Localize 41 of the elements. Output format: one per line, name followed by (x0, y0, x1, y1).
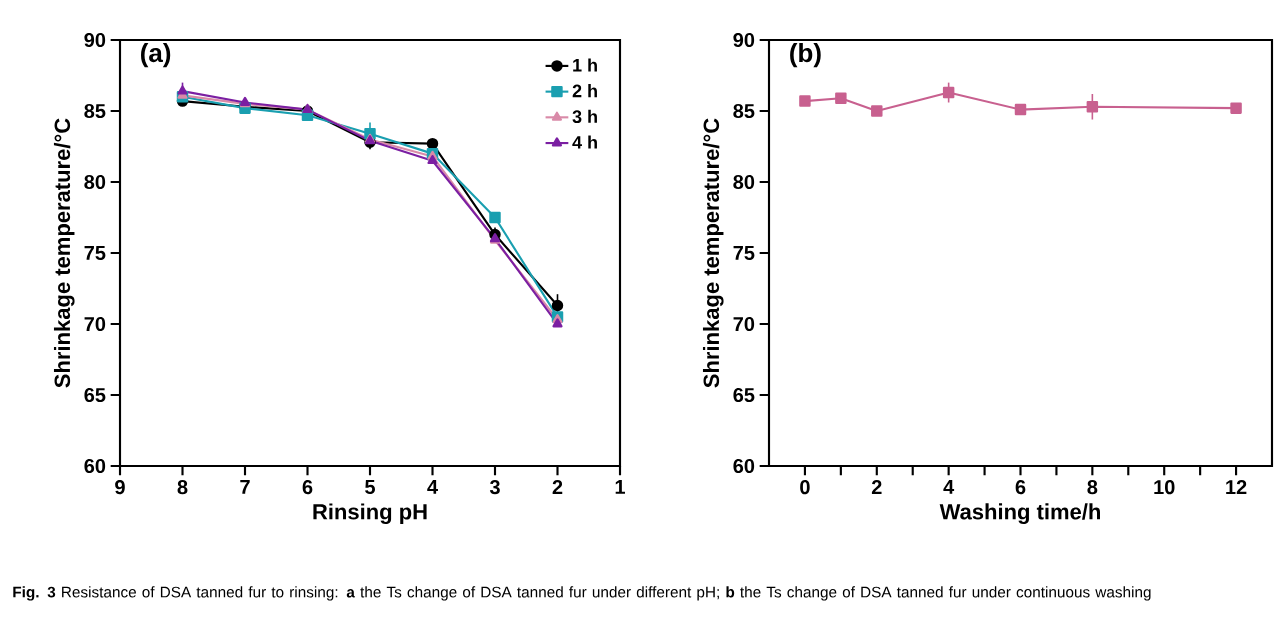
y-tick-label: 90 (84, 32, 106, 48)
chart-title: (a) (141, 43, 171, 68)
y-tick-label: 80 (84, 174, 106, 190)
y-tick-label: 75 (84, 246, 106, 260)
x-tick-label: 6 (302, 480, 313, 495)
y-tick-label: 75 (733, 246, 755, 260)
y-tick-label: 80 (733, 174, 755, 190)
y-tick-label: 85 (733, 103, 755, 119)
legend-label: 4 h (572, 135, 597, 149)
x-axis-title: Washing time/h (939, 503, 1100, 524)
x-tick-label: 4 (427, 480, 438, 494)
y-axis-title: Shrinkage temperature/°C (702, 118, 724, 388)
y-tick-label: 90 (733, 32, 755, 48)
x-tick-label: 7 (240, 480, 250, 494)
x-tick-label: 3 (489, 480, 500, 495)
x-tick-label: 8 (177, 480, 188, 495)
x-tick-label: 5 (365, 480, 375, 494)
x-tick-label: 0 (800, 480, 810, 495)
legend-label: 1 h (573, 58, 597, 72)
y-tick-label: 60 (84, 458, 106, 474)
y-tick-label: 60 (733, 458, 755, 474)
x-tick-label: 6 (1015, 480, 1026, 495)
legend-label: 3 h (572, 109, 597, 124)
y-tick-label: 65 (84, 387, 106, 403)
x-axis-title: Rinsing pH (313, 503, 427, 524)
chart-title: (b) (790, 43, 821, 68)
y-tick-label: 70 (733, 316, 755, 332)
text: Fig. 3 Resistance of DSA tanned fur to rinsing: a the Ts change of DSA tanned fur under different pH; b the Ts change of DSA tanned fur under continuous washing (13, 586, 1151, 601)
y-tick-label: 85 (84, 103, 106, 119)
y-tick-label: 65 (733, 387, 755, 403)
x-tick-label: 10 (1154, 480, 1175, 495)
legend-label: 2 h (572, 84, 597, 98)
x-tick-label: 4 (943, 480, 955, 494)
x-tick-label: 8 (1087, 480, 1098, 495)
x-tick-label: 9 (115, 480, 125, 495)
y-axis-title: Shrinkage temperature/°C (53, 118, 75, 388)
x-tick-label: 2 (871, 480, 882, 495)
x-tick-label: 1 (615, 480, 625, 494)
y-tick-label: 70 (84, 316, 106, 332)
x-tick-label: 12 (1226, 480, 1247, 495)
x-tick-label: 2 (552, 480, 563, 495)
